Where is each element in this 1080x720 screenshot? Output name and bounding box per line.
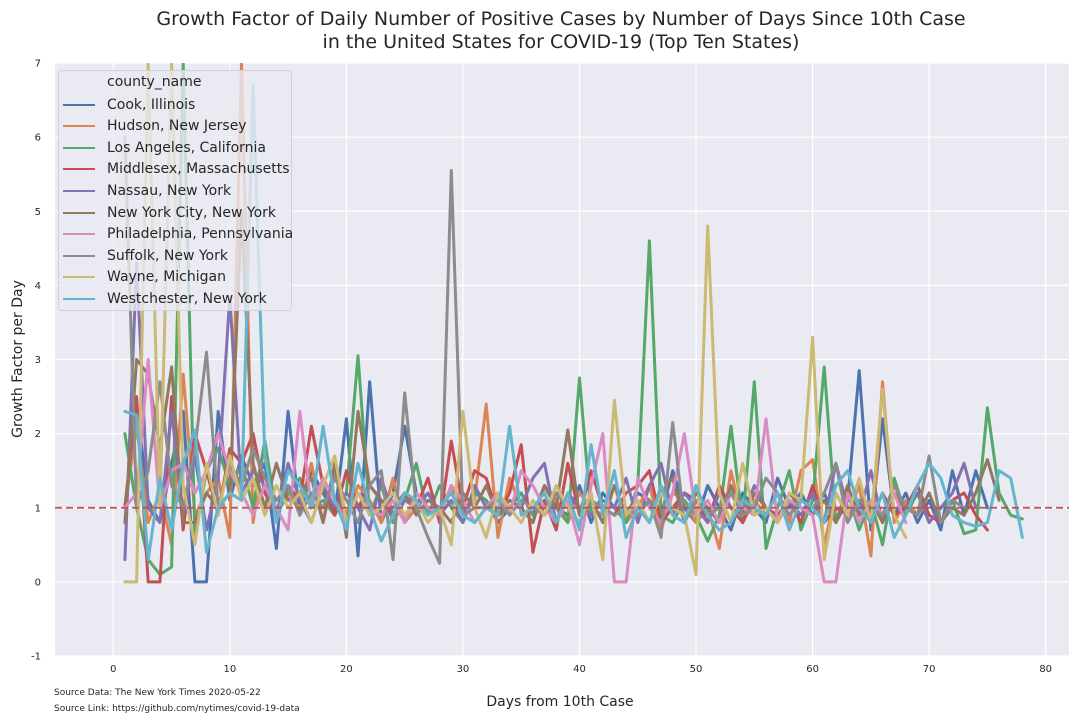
legend-label: Westchester, New York (107, 290, 267, 307)
y-tick-label: -1 (31, 652, 41, 663)
legend-item: Cook, Illinois (63, 94, 195, 115)
x-tick-label: 40 (573, 664, 586, 675)
legend-label: Hudson, New Jersey (107, 118, 247, 135)
legend-label: Cook, Illinois (107, 96, 196, 113)
legend-swatch (63, 211, 95, 214)
legend-label: New York City, New York (107, 204, 277, 221)
series-line-10 (123, 83, 1024, 562)
chart-title-line-1: Growth Factor of Daily Number of Positiv… (156, 8, 966, 30)
legend-item: Philadelphia, Pennsylvania (63, 224, 293, 245)
legend-title: county_name (107, 74, 202, 90)
legend-item: Suffolk, New York (63, 245, 228, 266)
legend-swatch (63, 146, 95, 149)
legend-swatch (63, 168, 95, 171)
legend-swatch (63, 125, 95, 128)
source-data-note: Source Data: The New York Times 2020-05-… (54, 688, 261, 698)
legend-label: Middlesex, Massachusetts (107, 161, 290, 178)
series-line-9 (123, 63, 908, 584)
legend-item: Westchester, New York (63, 288, 267, 309)
series-line-7 (123, 358, 908, 584)
source-link-note: Source Link: https://github.com/nytimes/… (54, 704, 300, 714)
chart-title-line-2: in the United States for COVID-19 (Top T… (322, 31, 800, 53)
x-tick-label: 0 (110, 664, 116, 675)
y-axis-label: Growth Factor per Day (10, 280, 26, 438)
chart-title: Growth Factor of Daily Number of Positiv… (0, 8, 1080, 54)
legend-label: Nassau, New York (107, 182, 232, 199)
y-tick-label: 6 (35, 133, 41, 144)
y-tick-label: 5 (35, 207, 41, 218)
legend-item: New York City, New York (63, 202, 276, 223)
x-tick-label: 20 (340, 664, 353, 675)
legend-swatch (63, 103, 95, 106)
y-tick-label: 4 (35, 281, 41, 292)
legend-label: Philadelphia, Pennsylvania (107, 226, 294, 243)
x-tick-label: 30 (457, 664, 470, 675)
x-tick-label: 50 (690, 664, 703, 675)
legend-swatch (63, 297, 95, 300)
legend-label: Los Angeles, California (107, 139, 266, 156)
legend-swatch (63, 189, 95, 192)
y-tick-label: 0 (35, 577, 41, 588)
legend: county_name Cook, Illinois Hudson, New Je… (58, 70, 293, 311)
legend-swatch (63, 254, 95, 257)
legend-item: Middlesex, Massachusetts (63, 159, 290, 180)
legend-item: Los Angeles, California (63, 137, 266, 158)
x-tick-label: 60 (806, 664, 819, 675)
legend-label: Suffolk, New York (107, 247, 228, 264)
legend-item: Wayne, Michigan (63, 267, 226, 288)
x-tick-label: 10 (223, 664, 236, 675)
legend-swatch (63, 233, 95, 236)
legend-item: Nassau, New York (63, 180, 231, 201)
y-tick-label: 3 (35, 355, 41, 366)
y-tick-label: 1 (35, 503, 41, 514)
legend-swatch (63, 276, 95, 279)
legend-label: Wayne, Michigan (107, 269, 226, 286)
x-tick-label: 70 (923, 664, 936, 675)
y-tick-label: 7 (35, 59, 41, 70)
legend-item: Hudson, New Jersey (63, 116, 247, 137)
x-axis-label: Days from 10th Case (486, 694, 633, 710)
y-tick-label: 2 (35, 429, 41, 440)
x-tick-label: 80 (1039, 664, 1052, 675)
